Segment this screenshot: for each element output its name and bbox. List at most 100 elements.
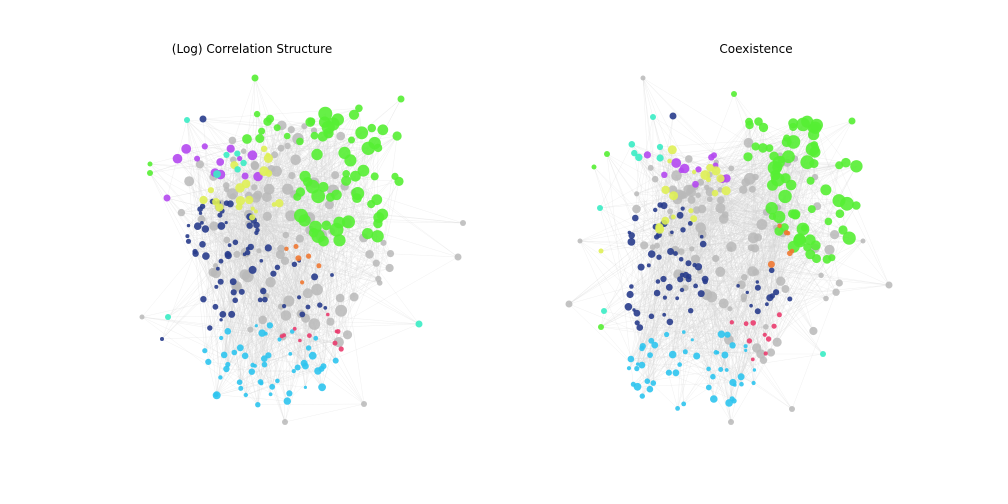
gray-node — [565, 300, 573, 308]
gray-node — [233, 250, 241, 258]
network-edge — [766, 212, 773, 297]
green-node — [355, 104, 363, 113]
network-edge — [228, 151, 244, 256]
navy-node — [627, 238, 636, 246]
network-edge — [166, 185, 227, 199]
network-edge — [253, 176, 306, 221]
green-node — [392, 131, 402, 141]
navy-node — [192, 250, 199, 257]
network-edge — [194, 251, 246, 356]
navy-node — [254, 230, 259, 235]
network-edge — [239, 206, 380, 284]
pink-node — [765, 336, 772, 342]
lime-node — [199, 195, 208, 205]
network-edge — [633, 127, 764, 311]
cyan-node — [729, 342, 736, 349]
network-edge — [723, 216, 773, 220]
network-edge — [246, 175, 292, 184]
network-edge — [209, 154, 275, 329]
green-node — [765, 202, 778, 215]
network-edge — [663, 278, 786, 290]
network-edge — [728, 287, 759, 340]
orange-node — [284, 246, 289, 251]
network-edge — [215, 236, 378, 266]
network-edge — [701, 208, 794, 247]
cyan-node — [724, 331, 731, 338]
network-edge — [215, 272, 309, 349]
network-edge — [236, 286, 348, 335]
network-edge — [726, 292, 837, 371]
network-edge — [683, 232, 787, 333]
network-edge — [672, 189, 828, 260]
cyan-node — [318, 383, 326, 392]
network-edge — [260, 267, 390, 301]
pink-node — [776, 312, 782, 318]
network-edge — [220, 135, 341, 282]
network-edge — [749, 124, 756, 178]
teal-node — [656, 143, 664, 151]
network-edge — [347, 263, 377, 335]
network-edge — [671, 121, 759, 233]
navy-node — [230, 289, 237, 296]
navy-node — [224, 221, 228, 225]
network-edge — [676, 175, 744, 190]
green-node — [341, 175, 352, 186]
network-edge — [269, 118, 289, 302]
network-edge — [651, 251, 671, 317]
network-edge — [308, 147, 379, 349]
navy-node — [648, 313, 655, 320]
gray-node — [335, 293, 345, 303]
network-edge — [737, 228, 804, 286]
network-edge — [740, 352, 772, 377]
navy-node — [626, 290, 634, 299]
network-edge — [664, 146, 756, 315]
gray-node — [830, 230, 840, 240]
network-edge — [281, 125, 316, 339]
navy-node — [217, 278, 224, 285]
gray-node — [280, 256, 290, 265]
network-edge — [167, 154, 318, 318]
network-edge — [267, 121, 319, 372]
pink-node — [763, 351, 768, 356]
network-edge — [283, 194, 337, 336]
navy-node — [766, 294, 774, 302]
network-edge — [149, 172, 232, 315]
network-edge — [720, 127, 816, 370]
cyan-node — [294, 364, 301, 371]
network-edge — [227, 289, 263, 332]
network-edge — [637, 167, 711, 387]
network-edge — [792, 162, 808, 214]
network-edge — [346, 173, 459, 258]
network-edge — [220, 203, 310, 336]
network-edge — [657, 278, 706, 294]
network-edge — [287, 145, 322, 369]
network-edge — [743, 189, 814, 332]
network-edge — [748, 142, 773, 186]
network-edge — [630, 358, 733, 383]
gray-node — [885, 281, 893, 289]
green-node — [321, 220, 332, 231]
network-edge — [685, 351, 733, 400]
network-edge — [317, 263, 377, 372]
network-edge — [716, 161, 776, 228]
cyan-node — [721, 351, 729, 359]
cyan-node — [224, 328, 232, 335]
network-edge — [224, 183, 247, 355]
network-edge — [685, 236, 702, 352]
gray-node — [331, 171, 340, 180]
network-edge — [776, 237, 850, 343]
network-edge — [215, 265, 240, 383]
gray-node — [265, 277, 276, 288]
cyan-node — [627, 355, 635, 363]
network-edge — [220, 135, 398, 282]
cyan-node — [283, 397, 291, 405]
network-edge — [641, 215, 681, 366]
network-edge — [700, 227, 822, 276]
network-edge — [677, 353, 762, 409]
teal-node — [601, 308, 607, 314]
navy-node — [680, 206, 685, 211]
green-node — [296, 137, 304, 146]
gray-node — [262, 211, 272, 221]
network-edge — [334, 217, 379, 344]
navy-node — [633, 309, 641, 317]
